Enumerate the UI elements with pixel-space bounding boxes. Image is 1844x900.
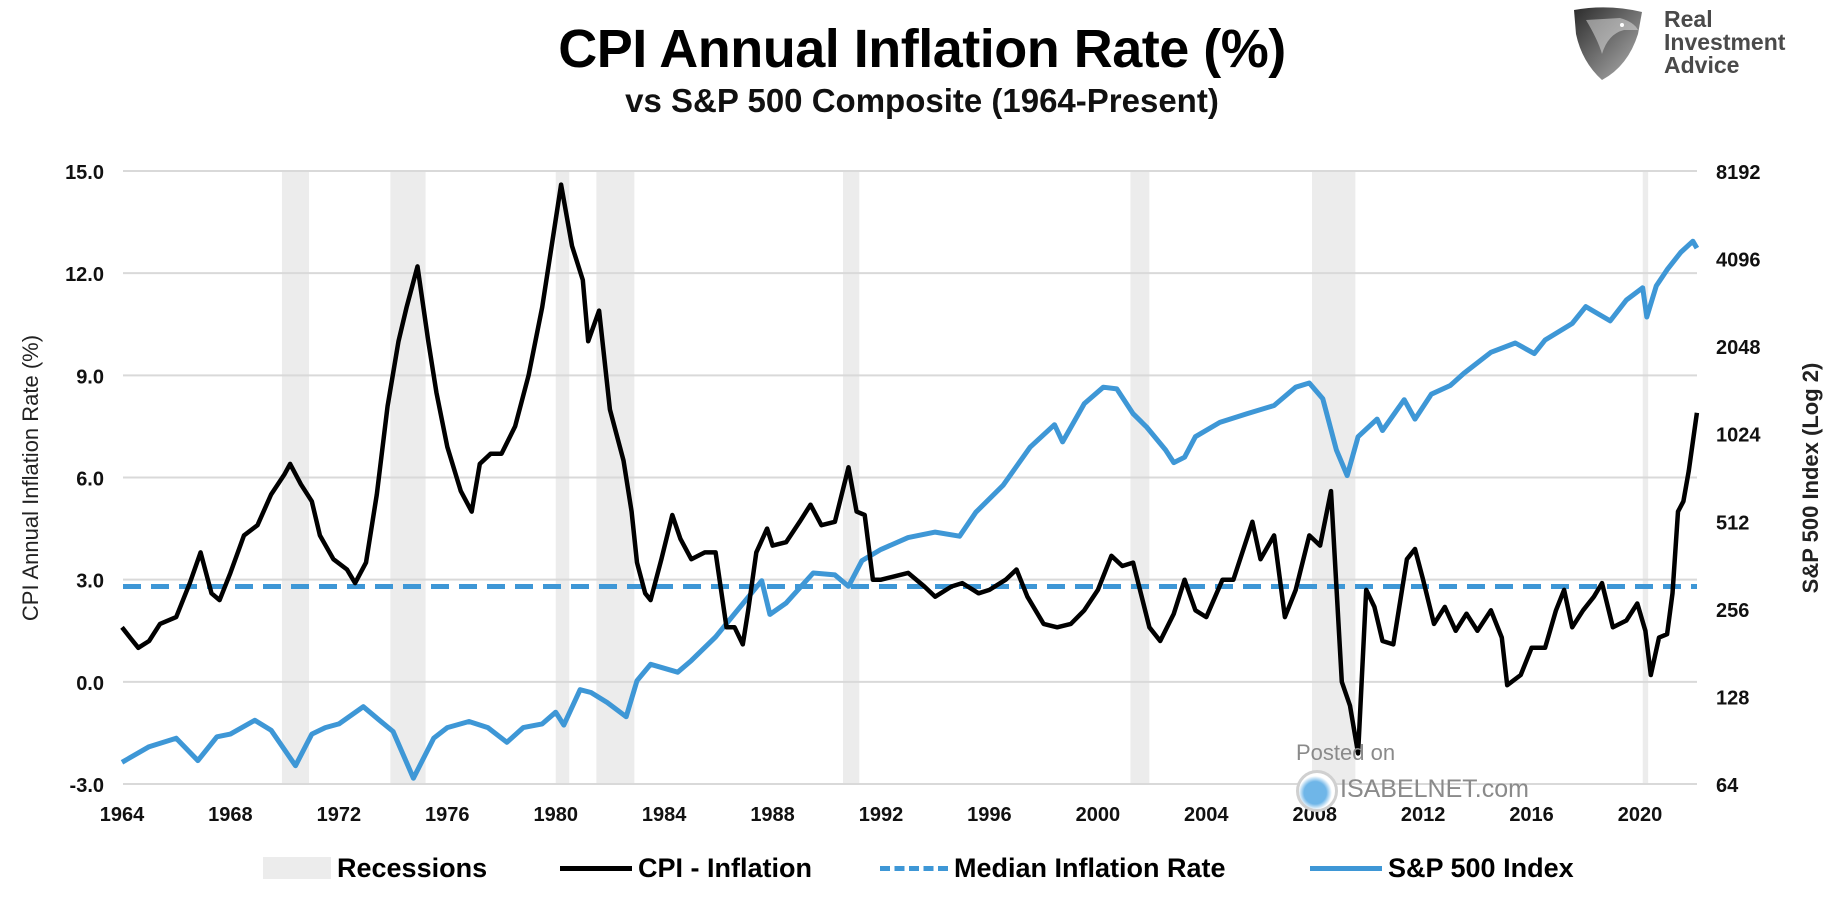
y-axis-title: CPI Annual Inflation Rate (%)	[18, 335, 43, 621]
y-tick-label: 12.0	[65, 264, 104, 286]
x-tick-label: 1992	[859, 804, 904, 826]
brand-name-line-2: Investment	[1664, 29, 1786, 55]
series	[120, 182, 1700, 781]
globe-icon	[1296, 770, 1338, 812]
x-tick-label: 1968	[208, 804, 253, 826]
y2-tick-label: 64	[1716, 775, 1739, 797]
y2-tick-label: 8192	[1716, 162, 1761, 184]
cpi-line-swatch	[560, 865, 632, 871]
y-tick-label: 9.0	[76, 366, 104, 388]
brand-name: Real Investment Advice	[1664, 8, 1785, 77]
y2-tick-label: 512	[1716, 512, 1749, 534]
eagle-shield-icon	[1574, 7, 1642, 80]
watermark-site: ISABELNET.com	[1340, 775, 1529, 803]
y-tick-label: 3.0	[76, 571, 104, 593]
x-tick-label: 1964	[100, 804, 145, 826]
x-tick-label: 2004	[1184, 804, 1229, 826]
legend-label: Recessions	[337, 852, 488, 883]
x-tick-label: 2000	[1076, 804, 1121, 826]
chart-title: CPI Annual Inflation Rate (%)	[558, 19, 1286, 79]
median-dash-swatch	[880, 865, 948, 871]
x-tick-label: 1984	[642, 804, 687, 826]
x-tick-label: 2020	[1618, 804, 1663, 826]
gridlines	[123, 170, 1697, 785]
legend-item-sp500: S&P 500 Index	[1310, 850, 1574, 886]
legend-item-recessions: Recessions	[263, 850, 487, 886]
brand-name-line-3: Advice	[1664, 52, 1740, 78]
y-tick-label: 15.0	[65, 162, 104, 184]
legend-label: S&P 500 Index	[1388, 852, 1574, 883]
axis-ticks: 15.0 12.0 9.0 6.0 3.0 0.0 -3.0 8192 4096 2048 1024…	[65, 162, 1761, 826]
x-tick-label: 2012	[1401, 804, 1446, 826]
chart-subtitle: vs S&P 500 Composite (1964-Present)	[625, 82, 1219, 119]
x-tick-label: 1980	[533, 804, 578, 826]
y-tick-label: 0.0	[76, 673, 104, 695]
sp500-line	[120, 238, 1700, 781]
x-tick-label: 1988	[750, 804, 795, 826]
x-tick-label: 1972	[317, 804, 362, 826]
y2-tick-label: 2048	[1716, 337, 1761, 359]
y2-tick-label: 128	[1716, 687, 1749, 709]
y2-axis-title: S&P 500 Index (Log 2)	[1798, 363, 1823, 594]
x-tick-label: 1976	[425, 804, 470, 826]
legend-label: Median Inflation Rate	[954, 852, 1226, 883]
x-tick-label: 2016	[1509, 804, 1554, 826]
cpi-line	[120, 182, 1700, 756]
brand-logo: Real Investment Advice	[1568, 4, 1838, 84]
y2-tick-label: 4096	[1716, 250, 1761, 272]
sp500-line-swatch	[1310, 865, 1382, 871]
legend-item-median: Median Inflation Rate	[880, 850, 1226, 886]
legend-item-cpi: CPI - Inflation	[560, 850, 812, 886]
y2-tick-label: 1024	[1716, 425, 1761, 447]
y-tick-label: -3.0	[70, 775, 104, 797]
x-tick-label: 1996	[967, 804, 1012, 826]
legend-label: CPI - Inflation	[638, 852, 812, 883]
legend: Recessions CPI - Inflation Median Inflat…	[0, 850, 1844, 886]
y-tick-label: 6.0	[76, 469, 104, 491]
y2-tick-label: 256	[1716, 600, 1749, 622]
recession-swatch	[263, 857, 331, 879]
watermark-posted-on: Posted on	[1296, 740, 1396, 765]
brand-name-line-1: Real	[1664, 6, 1713, 32]
